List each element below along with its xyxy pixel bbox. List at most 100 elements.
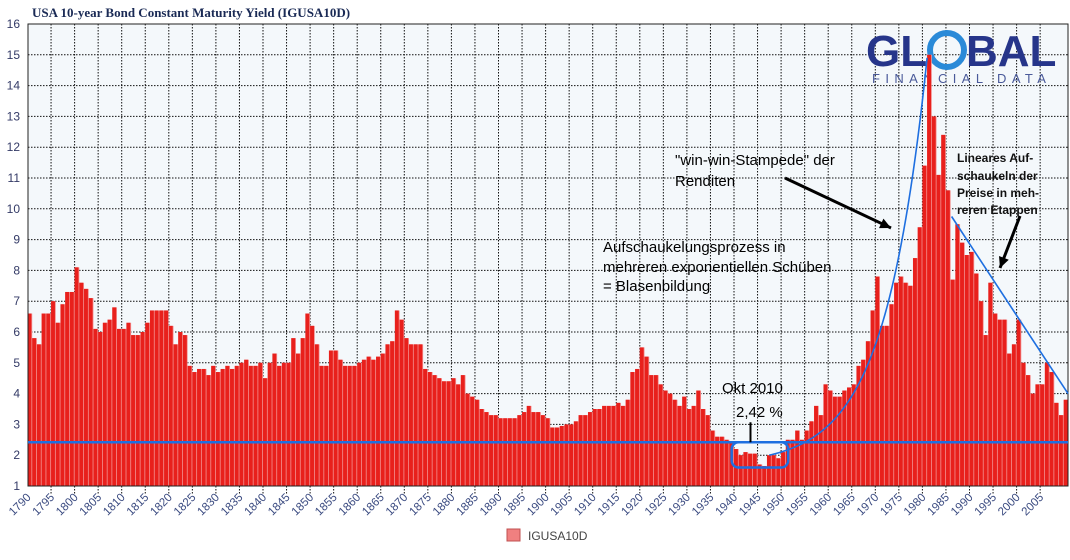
bar <box>743 452 748 486</box>
bar <box>1002 319 1007 486</box>
bar <box>1021 362 1026 486</box>
bar <box>710 430 715 486</box>
x-tick-label: 2005 <box>1020 492 1047 519</box>
bar <box>1016 319 1021 486</box>
linear-trend-line <box>950 216 1069 395</box>
x-tick-label: 1995 <box>973 492 1000 519</box>
bar <box>701 409 705 486</box>
bar <box>630 372 635 486</box>
bar <box>757 464 762 486</box>
bar <box>705 415 710 486</box>
x-tick-label: 1945 <box>737 492 764 519</box>
bar <box>220 368 225 486</box>
annotation-line: mehreren exponentiellen Schüben <box>603 259 832 276</box>
x-tick-label: 1965 <box>831 492 858 519</box>
x-tick-label: 1865 <box>360 492 387 519</box>
y-tick-label: 15 <box>7 48 21 62</box>
bar <box>79 282 84 486</box>
logo-text: GL <box>866 27 927 76</box>
bar <box>69 291 74 486</box>
bar <box>357 362 362 486</box>
chart-title: USA 10-year Bond Constant Maturity Yield… <box>32 5 350 20</box>
bar <box>1035 384 1040 486</box>
grid <box>28 24 1068 494</box>
x-tick-label: 1805 <box>78 492 105 519</box>
bar <box>540 415 545 486</box>
bar <box>489 415 493 486</box>
bar <box>131 335 136 486</box>
bar <box>27 313 32 486</box>
x-tick-label: 1960 <box>808 492 835 519</box>
bar <box>889 304 894 486</box>
bar <box>748 453 753 486</box>
bar <box>799 439 804 486</box>
x-tick-label: 1815 <box>125 492 152 519</box>
bar <box>960 242 964 486</box>
bar <box>762 465 767 486</box>
bar <box>121 328 126 486</box>
bar <box>456 384 461 486</box>
bar <box>804 430 809 486</box>
bar <box>225 365 230 486</box>
bar <box>187 365 192 486</box>
logo-text-2: BAL <box>966 27 1056 76</box>
bar <box>159 310 164 486</box>
bar <box>310 325 314 486</box>
bar <box>766 455 771 486</box>
x-tick-label: 1955 <box>784 492 811 519</box>
bar <box>493 415 498 486</box>
y-tick-label: 3 <box>13 417 20 431</box>
y-tick-label: 11 <box>8 171 21 185</box>
bar <box>371 359 376 486</box>
y-tick-label: 8 <box>13 263 20 277</box>
arrow-linear-head <box>999 256 1009 268</box>
bar <box>333 350 338 486</box>
x-tick-label: 1930 <box>666 492 693 519</box>
bar <box>884 325 889 486</box>
x-tick-label: 1850 <box>290 492 317 519</box>
bar <box>1049 372 1054 486</box>
annotation-value: 2,42 % <box>736 404 783 421</box>
x-tick-label: 1810 <box>101 492 128 519</box>
bar <box>809 421 814 486</box>
bar <box>908 285 913 486</box>
bar <box>545 418 550 486</box>
bar <box>1058 415 1063 486</box>
bar <box>343 365 347 486</box>
bar <box>752 453 757 486</box>
x-tick-label: 1935 <box>690 492 717 519</box>
bar <box>319 365 324 486</box>
bar <box>526 405 531 486</box>
arrow-stampede <box>784 176 892 230</box>
bar <box>559 425 564 486</box>
annotation-layer <box>28 57 1069 469</box>
bar <box>781 452 785 486</box>
bar <box>978 301 983 486</box>
bar <box>32 338 37 486</box>
bar <box>484 412 489 486</box>
bar <box>503 418 508 486</box>
bar <box>512 418 517 486</box>
bar <box>338 359 343 486</box>
x-tick-label: 1980 <box>902 492 929 519</box>
x-tick-label: 1970 <box>855 492 882 519</box>
x-tick-label: 1940 <box>714 492 741 519</box>
bar <box>197 368 201 486</box>
bar <box>696 390 701 486</box>
y-tick-label: 4 <box>13 387 20 401</box>
bar <box>691 405 696 486</box>
bar <box>272 353 277 486</box>
bar <box>1054 402 1059 486</box>
bar <box>771 455 776 486</box>
bar <box>437 378 442 486</box>
x-tick-label: 2000 <box>996 492 1023 519</box>
bar <box>597 409 602 486</box>
bar <box>663 390 668 486</box>
x-tick-label: 1950 <box>761 492 788 519</box>
bar <box>135 335 140 486</box>
bar <box>517 415 522 486</box>
bar <box>409 344 413 486</box>
annotation-line: Renditen <box>675 173 735 190</box>
bar <box>931 116 936 487</box>
bar <box>352 365 357 486</box>
